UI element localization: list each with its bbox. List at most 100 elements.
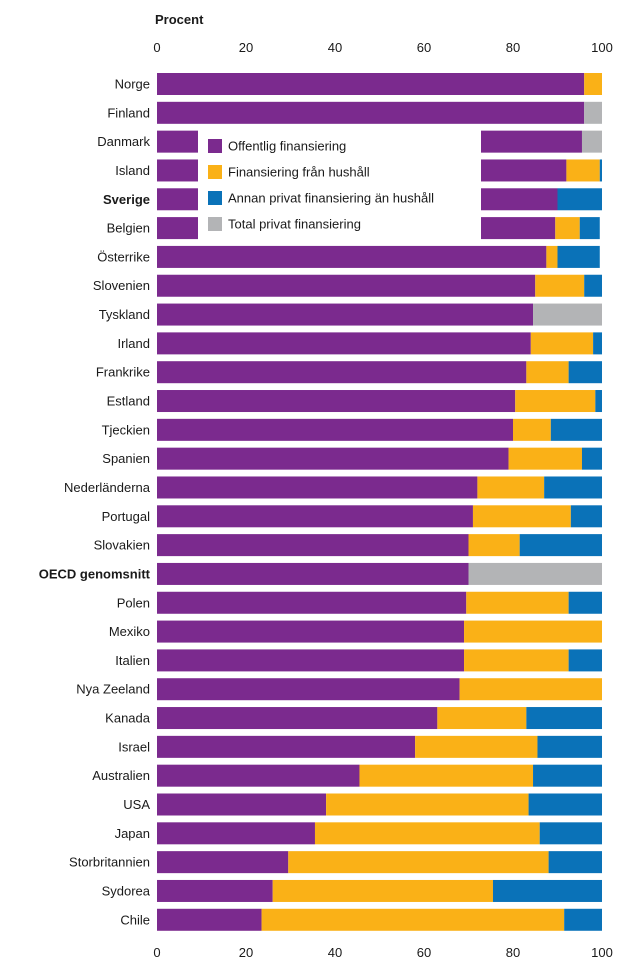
x-tick-top: 20 [239, 40, 253, 55]
category-label: Nederländerna [64, 480, 151, 495]
bar-segment [157, 591, 467, 614]
bar-segment [468, 562, 602, 585]
bar-segment [415, 735, 538, 758]
category-label: Japan [115, 826, 150, 841]
bar-segment [568, 649, 602, 672]
bar-segment [557, 245, 600, 268]
x-tick-top: 0 [153, 40, 160, 55]
bar-segment [599, 159, 602, 182]
bar-segment [568, 361, 602, 384]
legend-swatch [208, 191, 222, 205]
category-label: Frankrike [96, 365, 150, 380]
bar-segment [157, 332, 531, 355]
category-label: Tyskland [99, 307, 150, 322]
bar-segment [544, 476, 602, 499]
bar-segment [157, 851, 289, 874]
bar-segment [157, 793, 327, 816]
x-tick-top: 40 [328, 40, 342, 55]
unit-label: Procent [155, 12, 204, 27]
category-label: Norge [115, 77, 150, 92]
bar-segment [557, 188, 602, 211]
category-label: Chile [120, 912, 150, 927]
category-label: Storbritannien [69, 855, 150, 870]
legend: Offentlig finansiering Finansiering från … [198, 128, 481, 242]
bar-segment [584, 73, 602, 95]
bar-segment [157, 303, 534, 326]
bar-segment [581, 130, 602, 153]
bar-segment [466, 591, 569, 614]
legend-label: Finansiering från hushåll [228, 165, 370, 180]
x-tick-bottom: 60 [417, 945, 431, 958]
category-label: Sydorea [102, 883, 151, 898]
bar-segment [157, 707, 438, 730]
bar-segment [533, 764, 602, 787]
category-label: Mexiko [109, 624, 150, 639]
bar-segment [550, 418, 602, 441]
bar-segment [581, 447, 602, 470]
bar-segment [566, 159, 600, 182]
category-label: Österrike [97, 249, 150, 264]
bar-segment [535, 274, 585, 297]
bar-segment [157, 620, 465, 643]
category-label: Nya Zeeland [76, 682, 150, 697]
x-tick-top: 80 [506, 40, 520, 55]
legend-swatch [208, 139, 222, 153]
bar-segment [526, 707, 602, 730]
category-label: Slovakien [94, 538, 150, 553]
bar-segment [157, 476, 478, 499]
category-label: Polen [117, 595, 150, 610]
category-label: Kanada [105, 711, 151, 726]
x-tick-bottom: 0 [153, 945, 160, 958]
bar-segment [568, 591, 602, 614]
bar-segment [157, 505, 473, 528]
bar-segment [595, 390, 602, 413]
legend-background [198, 128, 481, 242]
bar-segment [584, 274, 602, 297]
bar-segment [526, 361, 569, 384]
bar-segment [546, 245, 558, 268]
bar-segment [555, 217, 580, 240]
legend-swatch [208, 217, 222, 231]
category-label: Israel [118, 739, 150, 754]
bar-segment [519, 534, 602, 557]
bar-segment [477, 476, 545, 499]
category-label: Tjeckien [102, 422, 150, 437]
bar-segment [528, 793, 602, 816]
bar-segment [157, 822, 315, 845]
bottom-axis-ticks: 0 20 40 60 80 100 [153, 945, 612, 958]
x-tick-top: 100 [591, 40, 613, 55]
bar-segment [492, 879, 602, 902]
x-tick-bottom: 20 [239, 945, 253, 958]
x-tick-bottom: 80 [506, 945, 520, 958]
bar-segment [539, 822, 602, 845]
bar-segment [515, 390, 596, 413]
bar-segment [437, 707, 527, 730]
bar-segment [157, 390, 516, 413]
x-tick-bottom: 40 [328, 945, 342, 958]
category-label: Portugal [102, 509, 151, 524]
bar-segment [157, 361, 527, 384]
bar-segment [464, 620, 602, 643]
bar-segment [530, 332, 594, 355]
bar-segment [272, 879, 493, 902]
bar-segment [464, 649, 569, 672]
bar-segment [564, 908, 602, 931]
top-axis-ticks: 0 20 40 60 80 100 [153, 40, 612, 55]
bar-segment [570, 505, 602, 528]
bar-segment [584, 101, 602, 124]
bar-segment [459, 678, 602, 701]
bar-segment [326, 793, 529, 816]
x-tick-bottom: 100 [591, 945, 613, 958]
bar-segment [157, 908, 262, 931]
bar-segment [508, 447, 582, 470]
bar-segment [548, 851, 602, 874]
bar-segment [157, 735, 416, 758]
category-label: Slovenien [93, 278, 150, 293]
bar-segment [157, 534, 469, 557]
bar-segment [157, 245, 547, 268]
category-label: OECD genomsnitt [39, 566, 151, 581]
legend-swatch [208, 165, 222, 179]
category-label: Australien [92, 768, 150, 783]
bar-segment [288, 851, 549, 874]
